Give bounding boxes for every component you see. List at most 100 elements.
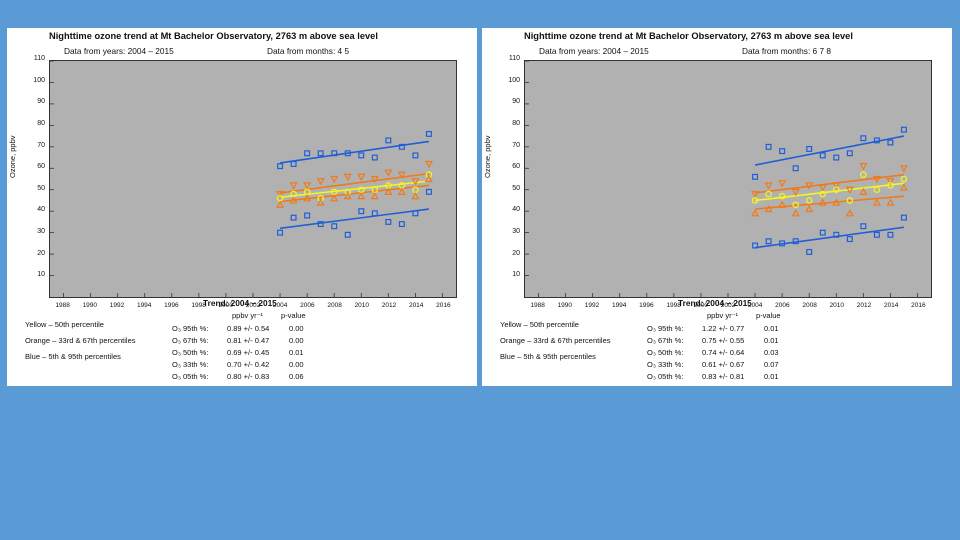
- y-tick-label: 10: [37, 271, 45, 279]
- data-point: [845, 186, 854, 194]
- x-tick-label: 2000: [693, 302, 709, 309]
- y-tick-label: 60: [37, 163, 45, 171]
- trend-title: Trend: 2004 – 2015: [678, 298, 752, 308]
- legend-yellow: Yellow – 50th percentile: [500, 320, 579, 329]
- y-tick-label: 50: [512, 184, 520, 192]
- data-point: [900, 214, 907, 221]
- data-point: [276, 190, 285, 199]
- data-point: [370, 175, 379, 184]
- x-tick-label: 2010: [354, 302, 370, 309]
- data-point: [860, 223, 867, 230]
- chart-title: Nighttime ozone trend at Mt Bachelor Obs…: [49, 31, 378, 41]
- x-tick-label: 1998: [666, 302, 681, 309]
- data-point: [764, 182, 773, 190]
- data-point: [290, 161, 297, 167]
- data-point: [751, 209, 760, 217]
- data-point: [277, 163, 284, 170]
- trend-pvalue-header: p-value: [281, 311, 306, 320]
- data-point: [845, 209, 854, 217]
- legend-orange: Orange – 33rd & 67th percentiles: [25, 336, 136, 345]
- data-point: [304, 150, 311, 157]
- trend-pvalue-header: p-value: [756, 311, 781, 320]
- x-tick-label: 2008: [802, 302, 817, 309]
- data-point: [886, 198, 895, 206]
- data-point: [792, 165, 799, 172]
- y-tick-label: 90: [37, 98, 45, 106]
- data-point: [806, 145, 813, 152]
- y-tick-label: 50: [37, 184, 45, 192]
- data-point: [873, 137, 880, 144]
- data-point: [778, 180, 787, 188]
- data-point: [425, 188, 432, 195]
- data-point: [331, 150, 338, 157]
- data-point: [317, 150, 324, 157]
- data-point: [398, 221, 405, 228]
- trend-row: O₃ 50th %: 0.74 +/- 0.64 0.03: [647, 348, 779, 357]
- x-tick-label: 1994: [611, 302, 627, 309]
- x-tick-label: 1996: [639, 302, 654, 309]
- data-point: [751, 197, 759, 204]
- data-point: [276, 200, 285, 208]
- data-point: [860, 171, 867, 178]
- data-point: [860, 135, 867, 142]
- x-tick-label: 1994: [136, 302, 152, 309]
- trend-row: O₃ 05th %: 0.80 +/- 0.83 0.06: [172, 372, 304, 381]
- plot-area: [49, 60, 457, 298]
- data-point: [384, 187, 393, 195]
- x-tick-label: 2014: [883, 302, 899, 309]
- data-point: [317, 221, 324, 228]
- trend-unit-header: ppbv yr⁻¹: [232, 311, 264, 320]
- months-text: Data from months: 4 5: [267, 46, 350, 56]
- y-axis-label: Ozone, ppbv: [483, 135, 492, 178]
- data-point: [317, 195, 324, 202]
- data-point: [330, 194, 339, 202]
- data-point: [764, 204, 773, 213]
- data-point: [819, 229, 826, 236]
- trend-unit-header: ppbv yr⁻¹: [707, 311, 739, 320]
- data-point: [277, 229, 284, 236]
- x-tick-label: 2002: [720, 302, 736, 309]
- y-tick-label: 100: [508, 76, 520, 84]
- data-point: [384, 169, 393, 177]
- data-point: [846, 150, 853, 157]
- data-point: [832, 186, 840, 193]
- trend-row: O₃ 05th %: 0.83 +/- 0.81 0.01: [647, 372, 779, 381]
- x-tick-label: 2014: [408, 302, 424, 309]
- y-tick-label: 90: [512, 98, 520, 106]
- data-point: [316, 198, 325, 206]
- data-point: [752, 173, 759, 180]
- data-point: [778, 200, 787, 208]
- data-point: [765, 190, 772, 198]
- data-point: [805, 204, 814, 213]
- data-point: [778, 192, 786, 200]
- trend-row: O₃ 33th %: 0.61 +/- 0.67 0.07: [647, 360, 779, 369]
- data-point: [344, 150, 351, 157]
- chart-title: Nighttime ozone trend at Mt Bachelor Obs…: [524, 31, 853, 41]
- data-point: [792, 238, 799, 245]
- y-tick-label: 40: [37, 206, 45, 214]
- x-tick-label: 2004: [272, 302, 288, 309]
- x-tick-label: 2016: [911, 302, 926, 309]
- legend-orange: Orange – 33rd & 67th percentiles: [500, 336, 611, 345]
- x-tick-label: 2016: [436, 302, 451, 309]
- y-tick-label: 10: [512, 271, 520, 279]
- data-point: [859, 187, 868, 195]
- data-point: [424, 174, 433, 183]
- data-point: [385, 137, 392, 144]
- trend-row: O₃ 50th %: 0.69 +/- 0.45 0.01: [172, 348, 304, 357]
- data-point: [412, 152, 419, 159]
- data-point: [358, 152, 365, 159]
- x-tick-label: 2004: [747, 302, 763, 309]
- data-point: [846, 197, 854, 204]
- data-point: [887, 139, 894, 146]
- data-point: [752, 242, 759, 249]
- data-point: [872, 198, 881, 206]
- data-point: [859, 163, 868, 171]
- data-point: [819, 152, 826, 159]
- data-point: [397, 171, 406, 179]
- x-tick-label: 2008: [327, 302, 342, 309]
- data-point: [344, 188, 352, 196]
- data-point: [411, 191, 420, 200]
- x-tick-label: 1998: [191, 302, 206, 309]
- chart-panel-right: Nighttime ozone trend at Mt Bachelor Obs…: [482, 28, 952, 386]
